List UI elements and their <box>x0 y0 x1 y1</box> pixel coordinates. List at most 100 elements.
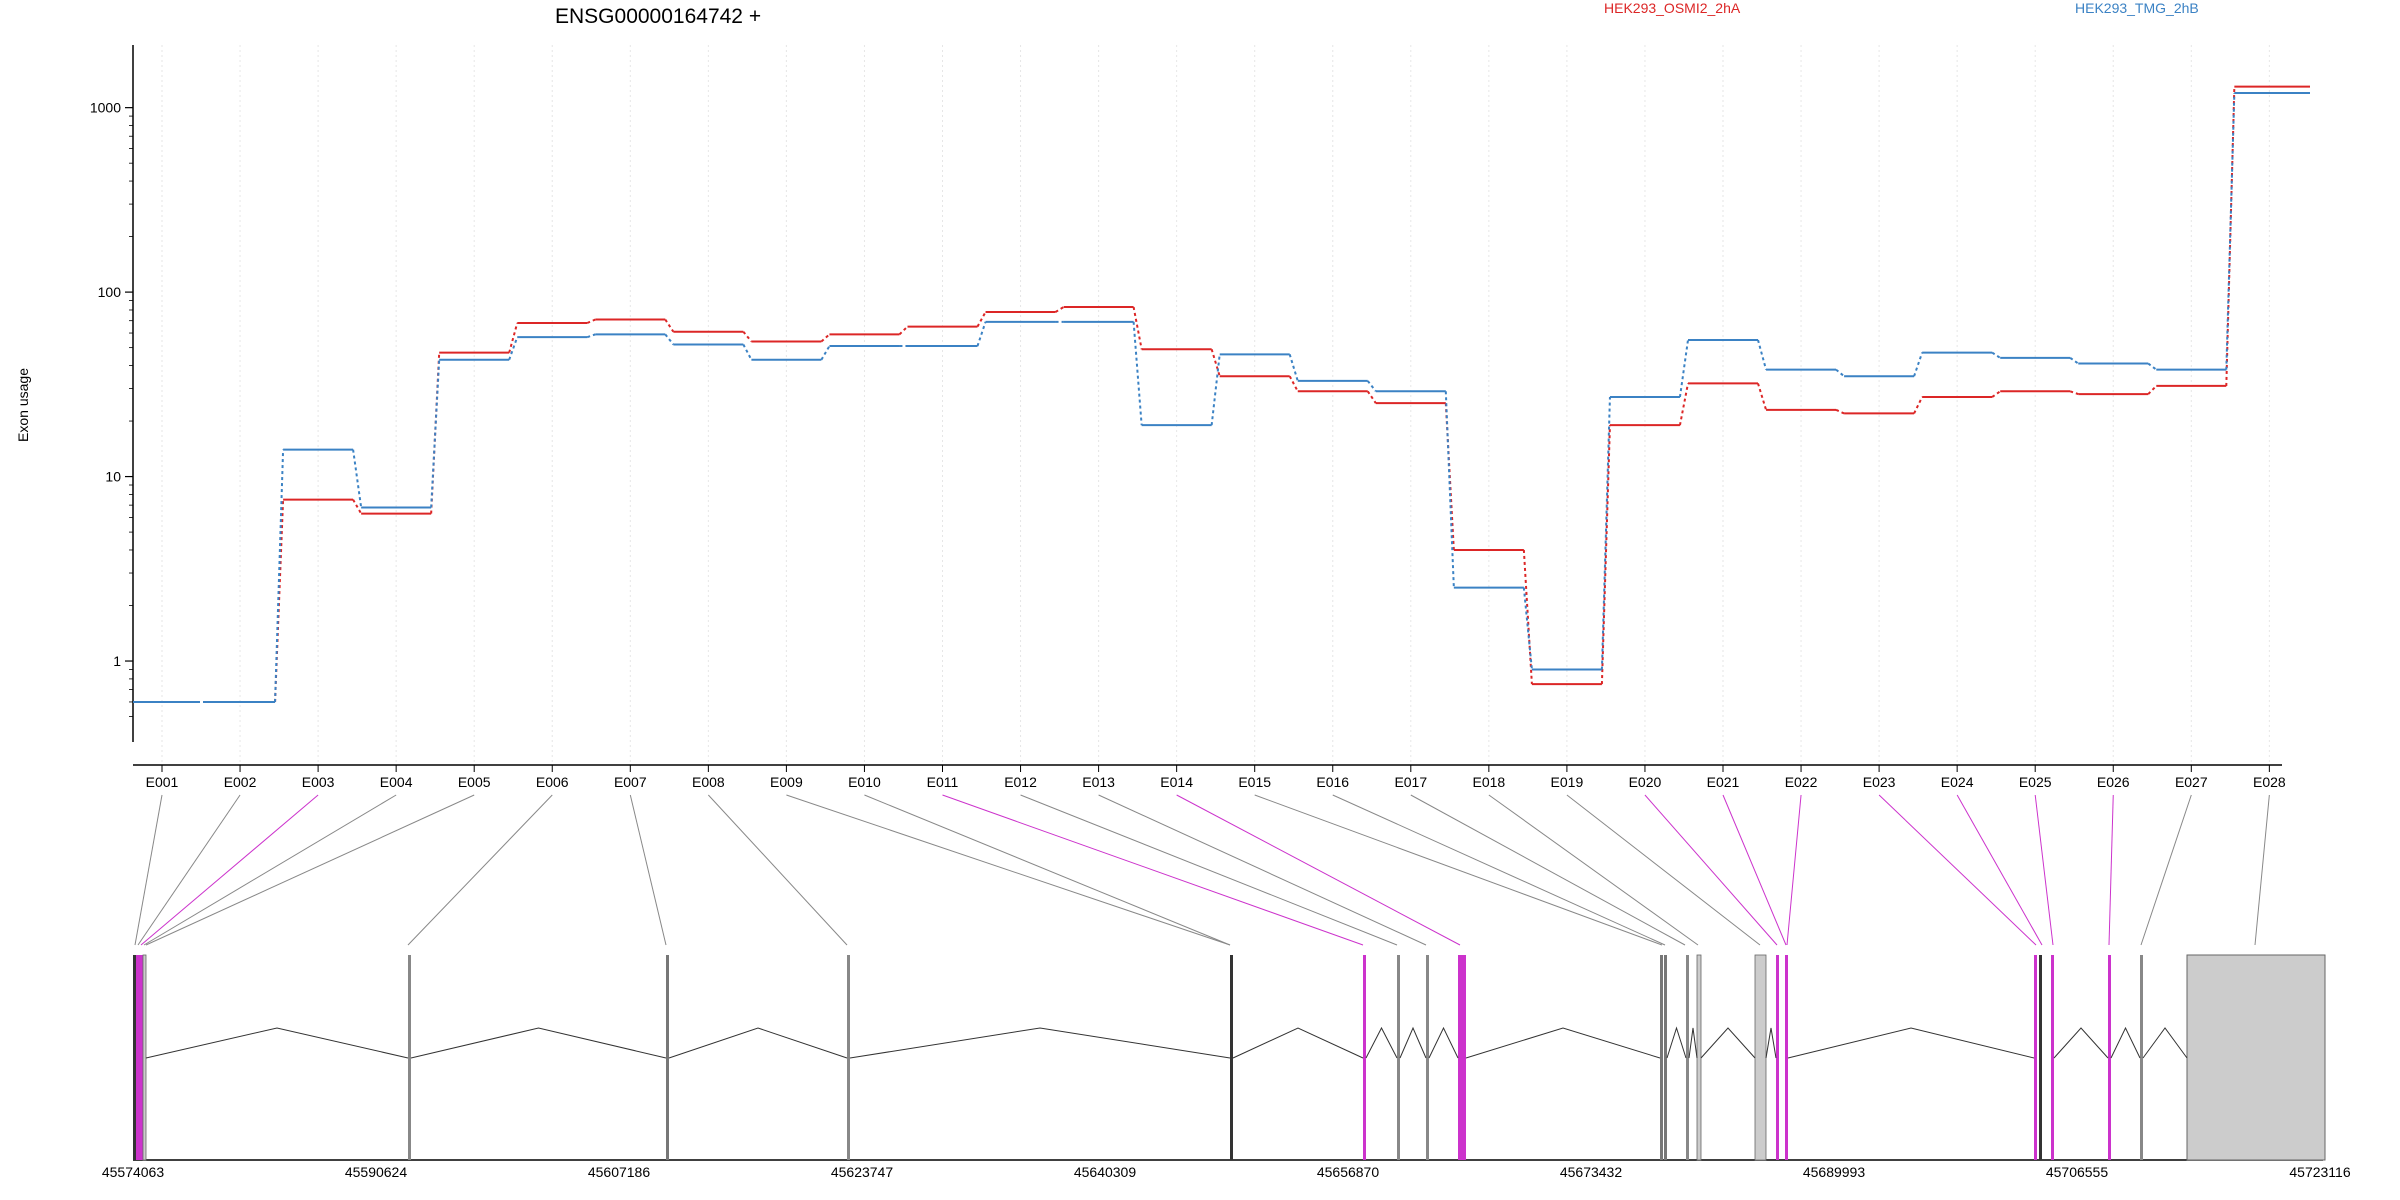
x-tick-label: E024 <box>1941 774 1974 790</box>
exon-connector <box>1488 794 1699 946</box>
exon-block <box>1785 955 1788 1160</box>
series-connector <box>820 345 831 361</box>
genomic-coordinate-label: 45723116 <box>2289 1164 2350 1180</box>
series-connector <box>2069 357 2079 365</box>
series-connector <box>976 321 987 347</box>
series-line-2 <box>133 92 2310 703</box>
series-connector <box>2147 362 2157 371</box>
series-connector <box>2069 390 2079 396</box>
exon-block <box>2051 955 2054 1160</box>
intron-line <box>1688 1027 1698 1059</box>
exon-block <box>2108 955 2111 1160</box>
x-tick-label: E003 <box>302 774 335 790</box>
x-tick-label: E014 <box>1160 774 1193 790</box>
genomic-coordinate-label: 45689993 <box>1803 1164 1866 1180</box>
exon-connector <box>1254 794 1663 946</box>
series-connector <box>1913 396 1924 414</box>
intron-line <box>2110 1026 2141 1059</box>
exon-block <box>1776 955 1779 1160</box>
series-connector <box>430 359 441 508</box>
series-connector <box>586 318 596 324</box>
exon-connector <box>2254 794 2270 946</box>
exon-block <box>2034 955 2037 1160</box>
series-connector <box>820 333 831 343</box>
series-connector <box>664 333 675 346</box>
y-axis-label: Exon usage <box>15 368 31 442</box>
series-connector <box>1522 587 1533 670</box>
exon-block <box>139 955 143 1160</box>
intron-line <box>1765 1027 1777 1059</box>
exon-block <box>1754 954 1767 1161</box>
series-connector <box>274 449 285 702</box>
x-tick-label: E007 <box>614 774 647 790</box>
series-connector <box>1366 380 1377 392</box>
x-tick-label: E027 <box>2175 774 2208 790</box>
x-tick-label: E025 <box>2019 774 2052 790</box>
exon-block <box>133 955 136 1160</box>
exon-connector <box>1332 794 1666 946</box>
series-connector <box>742 331 753 343</box>
intron-line <box>1428 1026 1459 1059</box>
exon-block <box>1664 955 1667 1160</box>
genomic-coordinate-label: 45623747 <box>831 1164 894 1180</box>
exon-block <box>666 955 669 1160</box>
exon-connector <box>864 794 1231 946</box>
series-connector <box>586 333 596 339</box>
intron-line <box>1399 1026 1427 1059</box>
gene-model: 45574063 45590624 45607186 45623747 45640309… <box>102 954 2351 1180</box>
x-tick-label: E017 <box>1394 774 1427 790</box>
x-tick-label: E006 <box>536 774 569 790</box>
series-connector <box>1288 375 1299 392</box>
exon-block <box>142 954 147 1161</box>
x-tick-label: E022 <box>1785 774 1818 790</box>
series-connector <box>508 322 519 353</box>
exon-connector <box>1020 794 1398 946</box>
series-connector <box>1835 368 1845 377</box>
series-connector <box>1366 390 1377 404</box>
series-connector <box>898 325 909 336</box>
exon-block-last <box>2186 954 2326 1161</box>
series-connector <box>352 449 363 508</box>
intron-line <box>2142 1027 2188 1059</box>
exon-connector <box>2108 794 2114 946</box>
legend-entry-series-1: HEK293_OSMI2_2hA <box>1604 0 1741 16</box>
x-tick-label: E015 <box>1238 774 1271 790</box>
series-connector <box>2225 86 2236 386</box>
x-tick-label: E021 <box>1707 774 1740 790</box>
series-connector <box>274 499 285 702</box>
exon-block <box>1426 955 1429 1160</box>
x-tick-label: E018 <box>1472 774 1505 790</box>
exon-connector <box>1566 794 1761 946</box>
x-tick-label: E026 <box>2097 774 2130 790</box>
series-connector <box>1835 408 1845 415</box>
x-tick-label: E012 <box>1004 774 1037 790</box>
exon-connector <box>143 794 397 946</box>
exon-connector <box>1176 794 1461 946</box>
exon-connector <box>2034 794 2054 946</box>
x-tick-label: E011 <box>927 774 959 790</box>
exon-connector <box>1956 794 2043 946</box>
intron-line <box>849 1027 1231 1059</box>
series-connector <box>1757 339 1768 370</box>
exon-connectors <box>134 794 2270 946</box>
intron-line <box>410 1027 667 1059</box>
x-tick-label: E010 <box>848 774 881 790</box>
x-tick-label: E020 <box>1629 774 1662 790</box>
series-connector <box>664 318 675 333</box>
x-tick-label: E001 <box>146 774 179 790</box>
series-connector <box>2147 385 2158 395</box>
x-tick-label: E002 <box>224 774 257 790</box>
exon-block <box>1660 955 1663 1160</box>
x-tick-label: E005 <box>458 774 491 790</box>
exon-connector <box>145 794 475 946</box>
x-tick-label: E016 <box>1316 774 1349 790</box>
exon-connector <box>407 794 553 946</box>
series-connector <box>1991 351 2001 359</box>
exon-block <box>1363 955 1366 1160</box>
series-connector <box>1288 354 1299 382</box>
x-tick-label: E023 <box>1863 774 1896 790</box>
exon-block <box>136 955 139 1160</box>
series-line-1 <box>133 85 2310 703</box>
legend-entry-series-2: HEK293_TMG_2hB <box>2075 0 2199 16</box>
